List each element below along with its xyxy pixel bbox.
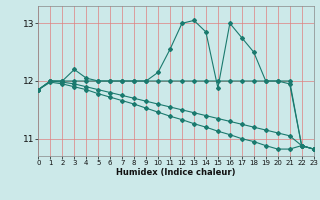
X-axis label: Humidex (Indice chaleur): Humidex (Indice chaleur): [116, 168, 236, 177]
